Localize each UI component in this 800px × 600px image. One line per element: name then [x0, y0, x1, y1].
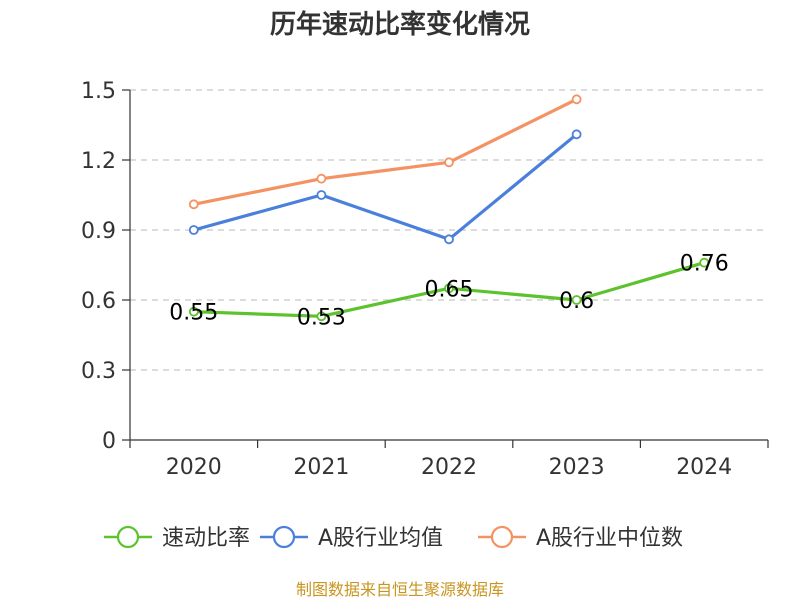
data-point — [188, 225, 199, 235]
data-label: 0.55 — [169, 301, 218, 326]
series-line-1 — [192, 132, 579, 241]
x-tick-label: 2021 — [293, 455, 349, 480]
chart-title: 历年速动比率变化情况 — [270, 9, 530, 40]
data-point — [316, 190, 327, 200]
data-point — [316, 311, 327, 322]
data-point — [444, 157, 454, 168]
legend-label: A股行业均值 — [318, 526, 443, 551]
source-note: 制图数据来自恒生聚源数据库 — [296, 580, 504, 599]
data-point — [444, 234, 454, 245]
grid — [130, 89, 768, 371]
data-point — [188, 199, 199, 210]
x-tick-label: 2020 — [166, 455, 222, 480]
data-point — [571, 295, 582, 305]
data-label: 0.65 — [425, 277, 474, 302]
y-tick-label: 0 — [102, 429, 116, 454]
axes: 0 0.3 0.6 0.9 1.2 1.5 2020 2021 2022 2023 2024 — [81, 79, 769, 480]
legend-marker — [490, 525, 514, 549]
data-point — [188, 306, 199, 317]
data-point — [571, 129, 582, 140]
legend-label: 速动比率 — [162, 526, 250, 551]
data-point — [444, 283, 454, 294]
x-tick-label: 2024 — [676, 455, 732, 480]
legend-label: A股行业中位数 — [536, 526, 683, 551]
y-tick-label: 0.6 — [81, 289, 116, 314]
legend-marker — [116, 525, 140, 549]
y-tick-label: 0.3 — [81, 359, 116, 384]
series-line-2 — [192, 97, 579, 206]
y-tick-label: 1.2 — [81, 149, 116, 174]
legend: 速动比率 A股行业均值 A股行业中位数 — [104, 525, 683, 551]
data-labels: 0.55 0.53 0.65 0.6 0.76 — [169, 252, 728, 331]
data-label: 0.6 — [559, 289, 594, 314]
data-point — [316, 173, 327, 184]
series-lines — [188, 94, 710, 322]
x-tick-label: 2022 — [421, 455, 477, 480]
data-point — [699, 257, 710, 268]
data-label: 0.53 — [297, 305, 346, 330]
y-tick-label: 1.5 — [81, 79, 116, 104]
x-tick-label: 2023 — [549, 455, 605, 480]
y-tick-label: 0.9 — [81, 219, 116, 244]
data-label: 0.76 — [680, 252, 729, 277]
data-point — [571, 94, 582, 105]
legend-marker — [272, 525, 296, 549]
